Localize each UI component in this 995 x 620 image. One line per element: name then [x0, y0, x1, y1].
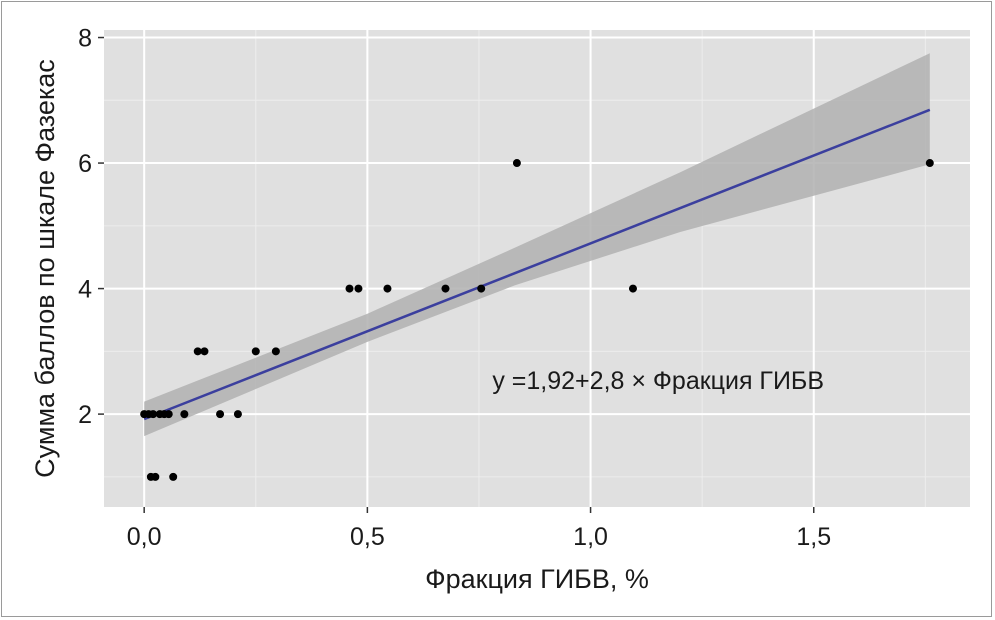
y-tick-label: 2 — [78, 401, 92, 429]
data-point — [512, 159, 521, 168]
data-point — [383, 284, 392, 293]
data-point — [169, 472, 178, 481]
tick-labels: 0,0 0,5 1,0 1,5 2 4 6 8 — [78, 25, 831, 551]
x-tick-label: 0,5 — [350, 523, 385, 551]
data-point — [271, 347, 280, 356]
regression-line — [143, 108, 931, 421]
y-tick-label: 6 — [78, 150, 92, 178]
data-point — [251, 347, 260, 356]
regression-equation: y =1,92+2,8 × Фракция ГИБВ — [492, 367, 824, 395]
axis-ticks — [98, 36, 815, 513]
confidence-band-area — [144, 53, 930, 437]
y-tick-label: 4 — [78, 276, 92, 304]
data-point — [477, 284, 486, 293]
data-points — [140, 159, 934, 481]
data-point — [628, 284, 637, 293]
data-point — [164, 410, 173, 419]
data-point — [216, 410, 225, 419]
confidence-band — [144, 53, 930, 437]
x-tick-label: 1,5 — [796, 523, 831, 551]
data-point — [200, 347, 209, 356]
data-point — [180, 410, 189, 419]
fit-line — [143, 108, 931, 421]
major-gridlines — [104, 30, 970, 507]
minor-gridlines — [104, 30, 970, 507]
x-axis-title: Фракция ГИБВ, % — [425, 564, 649, 594]
data-point — [345, 284, 354, 293]
x-tick-label: 1,0 — [573, 523, 608, 551]
data-point — [925, 159, 934, 168]
data-point — [193, 347, 202, 356]
data-point — [233, 410, 242, 419]
data-point — [151, 472, 160, 481]
y-axis-title: Сумма баллов по шкале Фазекас — [30, 59, 60, 478]
y-tick-label: 8 — [78, 25, 92, 53]
x-tick-label: 0,0 — [127, 523, 162, 551]
data-point — [441, 284, 450, 293]
data-point — [354, 284, 363, 293]
data-point — [149, 410, 158, 419]
